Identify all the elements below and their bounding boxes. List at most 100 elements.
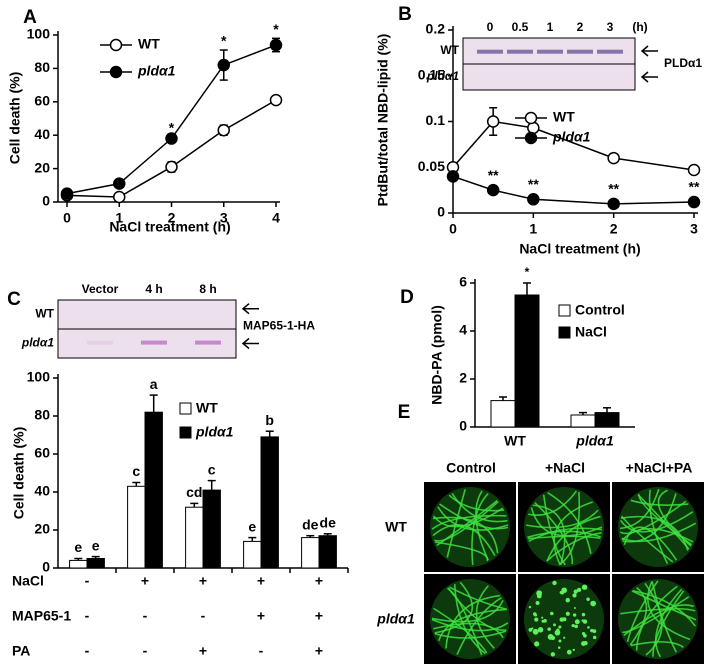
blot-lane-label: 2 [577, 20, 584, 34]
microtubule [546, 532, 602, 562]
x-tick-label: 4 [272, 210, 280, 226]
blot-row-label: pldα1 [21, 336, 54, 350]
microtubule [622, 596, 690, 634]
column-label: Control [446, 460, 496, 476]
microtubule [620, 607, 696, 615]
y-tick-label: 40 [34, 483, 50, 499]
legend-marker [524, 111, 538, 125]
speckle [536, 593, 542, 599]
speckle [573, 589, 578, 594]
annotation: e [74, 539, 82, 555]
point [113, 177, 126, 190]
speckle [556, 628, 560, 632]
y-tick-label: 100 [27, 369, 51, 385]
treatment-value: - [143, 608, 148, 624]
microtubule [631, 590, 697, 621]
speckle [573, 606, 576, 609]
legend-swatch [558, 304, 571, 317]
microtubule [632, 589, 696, 627]
speckle [547, 634, 554, 640]
speckle [553, 623, 556, 627]
blot-lane-label: 0.5 [512, 20, 529, 34]
microtubule [542, 494, 566, 566]
annotation: * [169, 120, 175, 136]
blot-band [597, 49, 623, 54]
bar [301, 537, 320, 569]
point [446, 170, 460, 183]
treatment-value: - [85, 573, 90, 589]
point [687, 195, 701, 209]
blot-band [507, 49, 533, 54]
speckle [581, 641, 586, 647]
y-tick-label: 0.1 [426, 112, 446, 128]
y-axis-label: Cell death (%) [11, 427, 27, 520]
speckle [534, 641, 540, 647]
speckle [572, 613, 577, 617]
y-tick-label: 60 [34, 445, 50, 461]
microtubule [622, 493, 677, 543]
bar [570, 414, 596, 428]
arrow [241, 337, 259, 350]
annotation: ** [608, 181, 619, 197]
panel-label: E [398, 402, 411, 423]
treatment-value: - [85, 643, 90, 659]
microtubule [553, 501, 593, 566]
y-axis-label: NBD-PA (pmol) [429, 305, 445, 405]
x-tick-label: 3 [220, 210, 228, 226]
x-tick-label: 1 [115, 210, 123, 226]
point [165, 132, 178, 145]
bar [185, 506, 204, 569]
column-label: +NaCl [545, 460, 585, 476]
legend-label: pldα1 [195, 424, 234, 440]
microtubule [651, 581, 678, 653]
microtubule [432, 524, 496, 557]
x-tick-label: pldα1 [575, 433, 614, 449]
y-tick-label: 0.15 [418, 66, 445, 82]
row-label: WT [385, 519, 407, 535]
annotation: de [320, 515, 337, 531]
panel-label: A [23, 7, 37, 28]
speckle [590, 600, 596, 607]
bar [86, 558, 105, 569]
x-tick-label: 0 [449, 221, 457, 237]
speckle [572, 648, 575, 652]
x-tick-label: 2 [168, 210, 176, 226]
speckle [590, 628, 594, 633]
speckle [535, 601, 540, 606]
x-tick-label: 2 [610, 221, 618, 237]
microtubule [655, 588, 683, 658]
speckle [557, 646, 561, 649]
legend-swatch [179, 426, 192, 439]
blot-row-label: pldα1 [426, 69, 459, 83]
speckle [558, 639, 562, 643]
blot-band [141, 340, 167, 345]
microtubule [527, 530, 601, 539]
microtubule [439, 503, 509, 530]
treatment-value: + [141, 573, 149, 589]
speckle [572, 593, 577, 598]
y-tick-label: 0 [42, 559, 50, 575]
speckle [550, 611, 554, 616]
x-axis-label: NaCl treatment (h) [519, 241, 640, 257]
microtubule [433, 507, 504, 528]
annotation: * [221, 33, 227, 49]
legend-swatch [179, 402, 192, 415]
treatment-name: PA [12, 643, 30, 659]
microtubule [445, 594, 500, 649]
speckle [528, 605, 532, 609]
legend-label: NaCl [575, 324, 607, 340]
microtubule [436, 499, 498, 547]
microtubule [629, 586, 648, 646]
blot-band [195, 340, 221, 345]
blot-protein: PLDα1 [664, 56, 702, 70]
blot-lane-label: 8 h [199, 282, 216, 296]
microtubule [453, 584, 486, 655]
microtubule [475, 490, 489, 561]
speckle [583, 633, 587, 638]
annotation: b [265, 412, 274, 428]
point [60, 187, 74, 200]
speckle [537, 627, 544, 633]
legend-label: WT [138, 36, 160, 52]
treatment-value: + [199, 643, 207, 659]
